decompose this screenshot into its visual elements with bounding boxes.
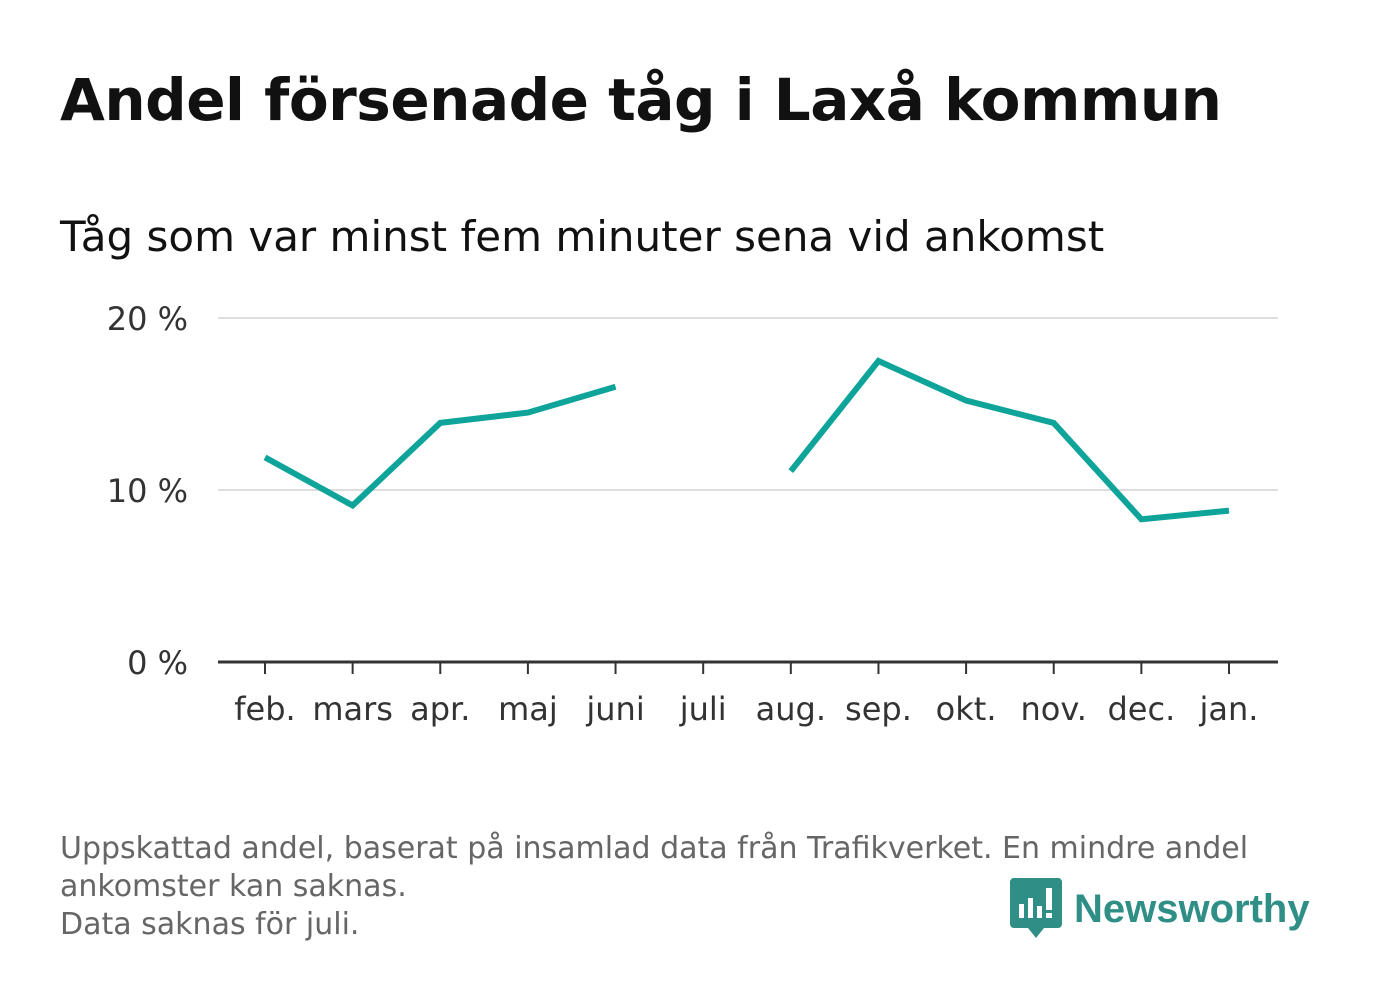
footer-note-3: Data saknas för juli. bbox=[60, 907, 360, 942]
y-tick-label: 10 % bbox=[107, 472, 188, 510]
x-tick-label: dec. bbox=[1107, 690, 1175, 728]
x-tick-label: okt. bbox=[936, 690, 997, 728]
x-axis: feb. mars apr. maj juni juli aug. sep. okt. nov. d… bbox=[218, 660, 1278, 728]
footer-note-1: Uppskattad andel, baserat på insamlad da… bbox=[60, 831, 1249, 866]
x-tick-label: juni bbox=[585, 690, 644, 728]
newsworthy-logo-icon bbox=[1010, 878, 1062, 938]
gridlines bbox=[218, 317, 1278, 491]
x-tick-label: feb. bbox=[234, 690, 295, 728]
x-tick-label: aug. bbox=[756, 690, 826, 728]
chart-subtitle: Tåg som var minst fem minuter sena vid a… bbox=[60, 212, 1105, 261]
y-tick-label: 0 % bbox=[127, 644, 188, 682]
footer-notes: Uppskattad andel, baserat på insamlad da… bbox=[60, 830, 1320, 944]
series-lines bbox=[263, 357, 1230, 523]
brand-logo: Newsworthy bbox=[1010, 878, 1310, 940]
y-tick-label: 20 % bbox=[107, 300, 188, 338]
x-tick-label: apr. bbox=[410, 690, 470, 728]
x-tick-label: jan. bbox=[1199, 690, 1259, 728]
footer-note-2: ankomster kan saknas. bbox=[60, 869, 407, 904]
chart-title: Andel försenade tåg i Laxå kommun bbox=[60, 66, 1222, 134]
series-line-segment bbox=[263, 383, 617, 510]
brand-name: Newsworthy bbox=[1074, 886, 1310, 931]
y-axis-ticks: 0 % 10 % 20 % bbox=[107, 300, 188, 682]
x-tick-label: juli bbox=[679, 690, 727, 728]
x-tick-label: nov. bbox=[1020, 690, 1086, 728]
x-tick-label: sep. bbox=[845, 690, 912, 728]
x-tick-label: maj bbox=[498, 690, 558, 728]
x-tick-label: mars bbox=[312, 690, 393, 728]
series-line-segment bbox=[788, 357, 1230, 523]
